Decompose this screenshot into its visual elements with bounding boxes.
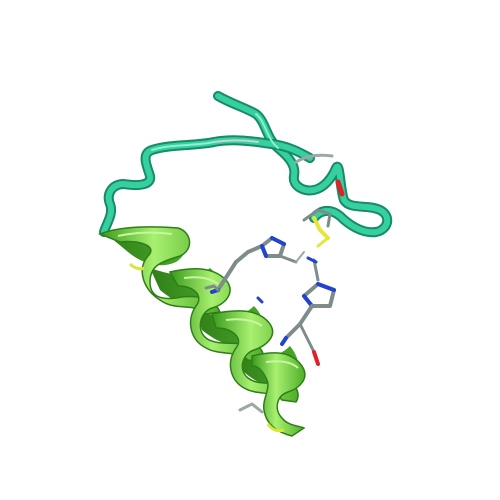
coil-loop [99,91,393,238]
alpha-helix [97,226,306,437]
side-chain-sticks [204,179,345,414]
